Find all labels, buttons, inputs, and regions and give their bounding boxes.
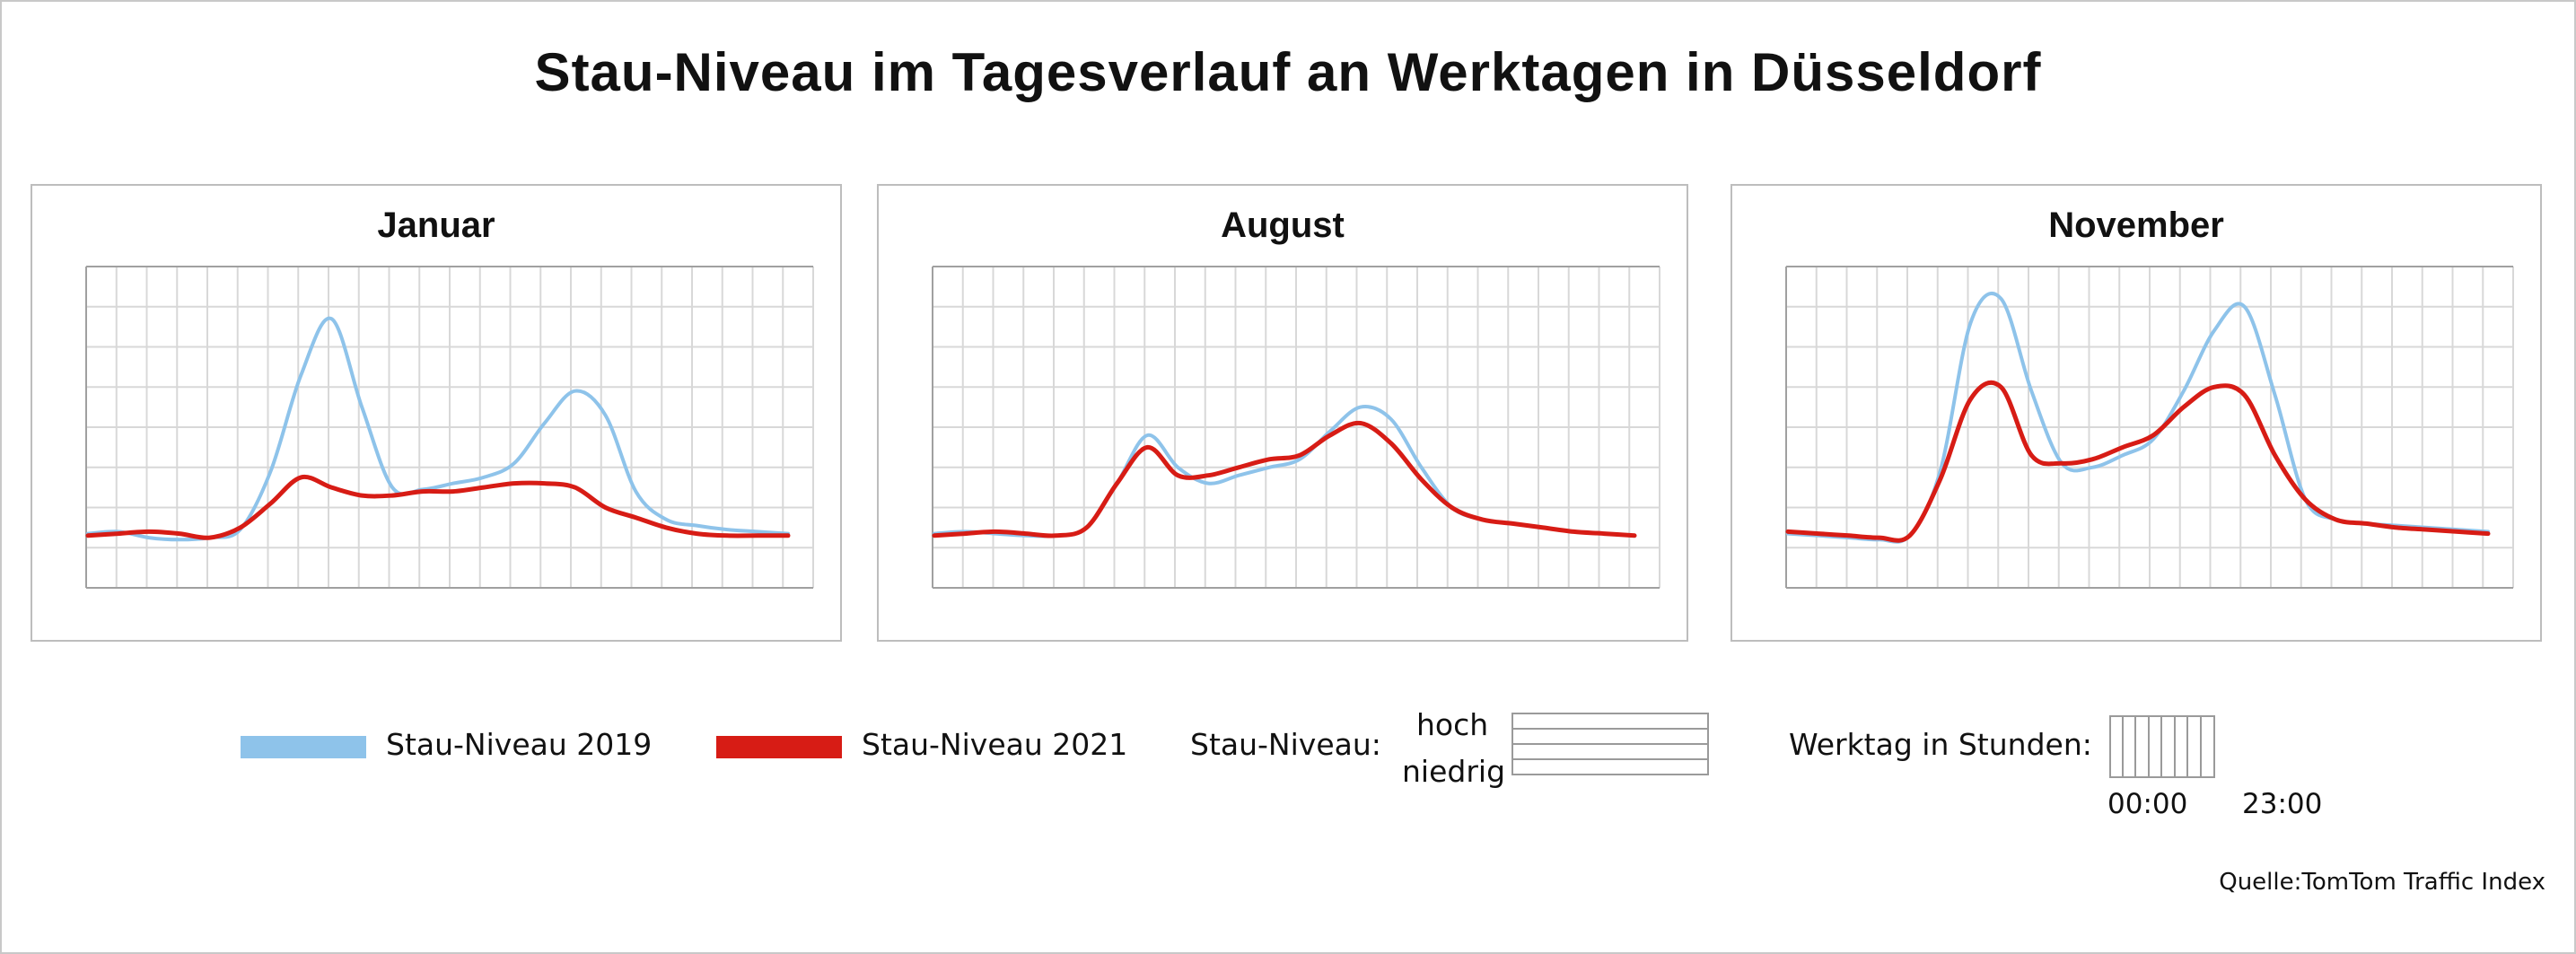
legend-level-label: Stau-Niveau: [1190,727,1381,762]
panel-title: Januar [377,206,495,245]
legend-label-2019: Stau-Niveau 2019 [386,727,653,762]
series-line-2019 [86,316,790,542]
legend-hours-end: 23:00 [2242,788,2323,820]
line-plot-august [932,266,1660,589]
panel-title: November [2048,206,2224,245]
legend-level-low: niedrig [1402,754,1506,789]
legend-swatch-2021 [716,736,842,758]
chart-title: Stau-Niveau im Tagesverlauf an Werktagen… [534,42,2042,102]
legend-hours-label: Werktag in Stunden: [1789,727,2092,762]
legend-hours-grid-icon [2109,715,2215,778]
line-plot-november [1785,266,2514,589]
series-line-2021 [85,474,791,540]
legend-swatch-2019 [241,736,366,758]
panel-august: August [877,184,1688,642]
source-note: Quelle:TomTom Traffic Index [2219,869,2545,896]
series-line-2021 [1785,380,2491,543]
legend-level-grid-icon [1511,713,1709,775]
legend-label-2021: Stau-Niveau 2021 [862,727,1128,762]
line-plot-januar [85,266,814,589]
series-line-2019 [933,405,1636,538]
panel-title: August [1221,206,1345,245]
panel-januar: Januar [31,184,842,642]
legend-level-high: hoch [1416,707,1489,742]
series-line-2019 [1786,292,2490,544]
legend-hours-start: 00:00 [2107,788,2188,820]
panel-november: November [1730,184,2542,642]
series-line-2021 [932,420,1637,538]
